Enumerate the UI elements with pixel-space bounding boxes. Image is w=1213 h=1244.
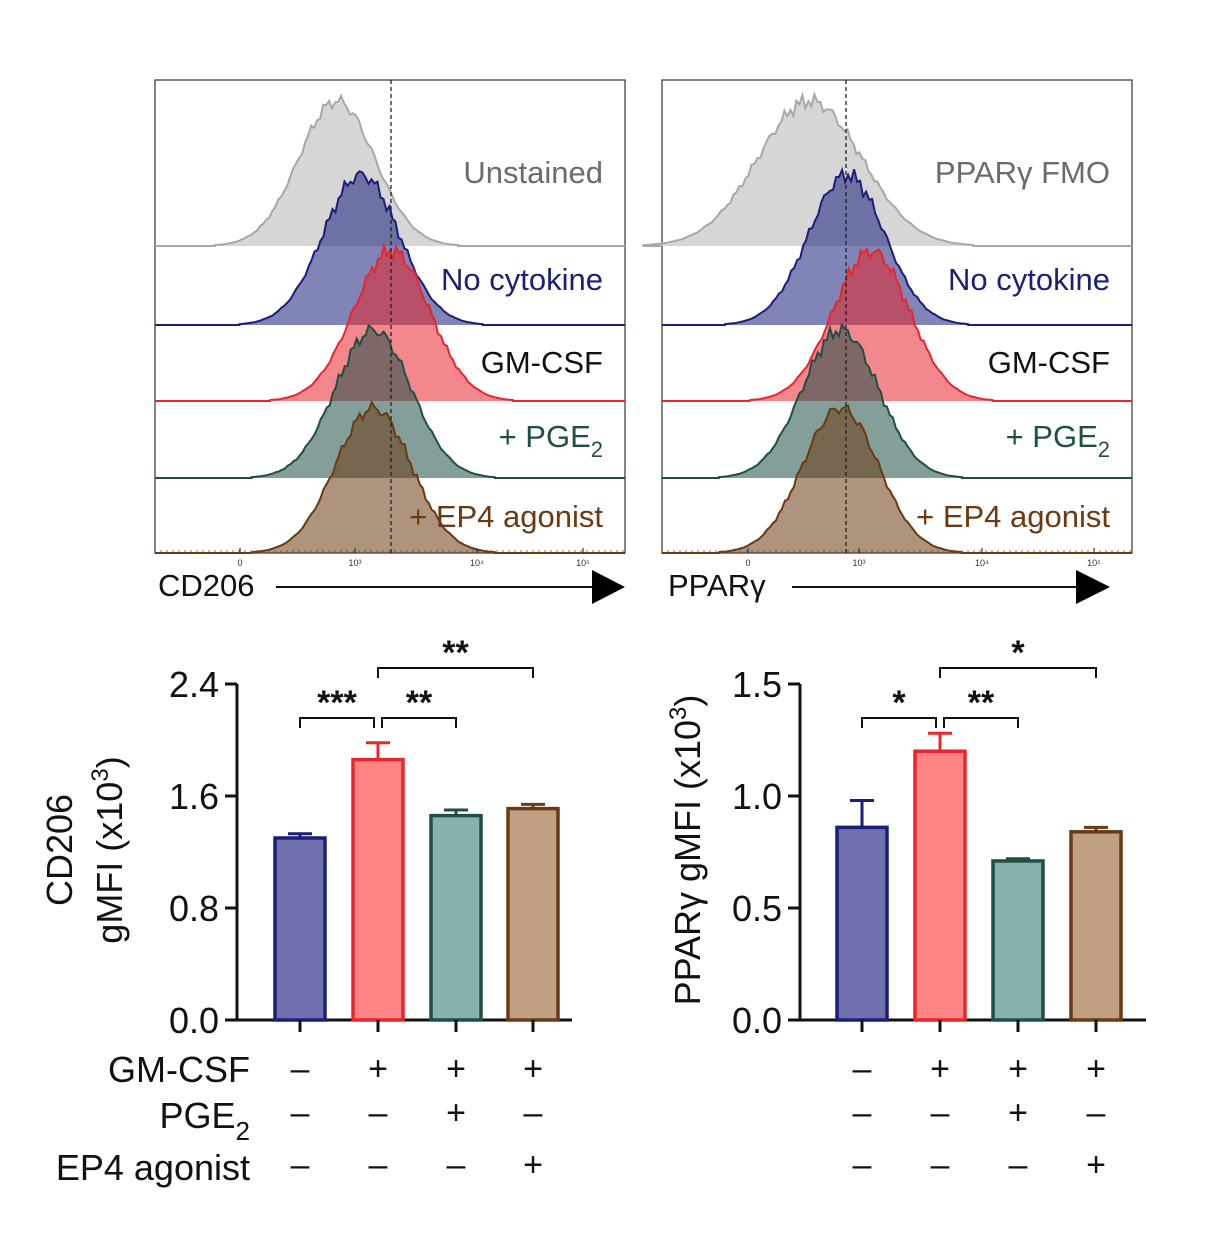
cd206-sig-bracket-2 [377, 667, 534, 678]
ppar-bar-chart: 0.00.51.01.5 * *** [732, 634, 1146, 1041]
cd206-histogram-label-3: + PGE2 [499, 419, 603, 462]
ppar-histogram-series-2 [662, 247, 1132, 402]
condition-right-ep4-0: – [853, 1146, 872, 1184]
ppar-axis-arrowhead [1076, 570, 1110, 604]
ppar-histogram-label-1: No cytokine [948, 262, 1110, 297]
cd206-bar-chart: 0.00.81.62.4 *** **** [169, 634, 572, 1041]
cd206-tick-label-2: 10⁴ [470, 558, 484, 568]
ppar-histogram-label-2: GM-CSF [988, 345, 1110, 380]
cd206-ylabel-line1: CD206 [39, 794, 80, 906]
cd206-ylabel-line2: gMFI (x103) [87, 756, 130, 943]
cd206-bar-3 [506, 806, 560, 1022]
cd206-sig-label-1: ** [406, 684, 433, 722]
cd206-axis-label: CD206 [158, 568, 255, 603]
condition-right-pge2-3: – [1087, 1094, 1106, 1132]
cd206-histogram-label-1: No cytokine [441, 262, 603, 297]
row-label-ep4: EP4 agonist [56, 1147, 250, 1188]
cd206-sig-label-0: *** [317, 684, 357, 722]
ppar-ytick-label-3: 1.5 [732, 664, 782, 705]
condition-left-pge2-0: – [291, 1094, 310, 1132]
ppar-ytick-label-0: 0.0 [732, 1000, 782, 1041]
ppar-bar-0 [835, 825, 889, 1022]
cd206-sig-label-2: ** [442, 634, 469, 672]
ppar-bar-1 [913, 749, 967, 1022]
cd206-histogram-label-0: Unstained [463, 155, 603, 190]
condition-right-ep4-2: – [1009, 1146, 1028, 1184]
condition-left-gmcsf-0: – [291, 1050, 310, 1088]
cd206-histogram-series-4 [155, 399, 625, 554]
ppar-histogram-label-0: PPARγ FMO [935, 155, 1110, 190]
cd206-tick-label-1: 10³ [348, 558, 361, 568]
ppar-sig-label-0: * [892, 684, 906, 722]
cd206-histogram-series-1 [155, 170, 625, 326]
ppar-ylabel: PPARγ gMFI (x103) [665, 695, 708, 1006]
ppar-ytick-label-2: 1.0 [732, 776, 782, 817]
condition-signs: – + + + – – + – – – – + – + + + – – + – – – – + [291, 1050, 1106, 1184]
condition-right-gmcsf-1: + [930, 1050, 950, 1088]
ppar-histogram-panel: PPARγ FMO No cytokine GM-CSF + PGE2 + EP4 ag… [642, 79, 1133, 604]
condition-left-gmcsf-3: + [523, 1050, 543, 1088]
condition-left-pge2-3: – [524, 1094, 543, 1132]
cd206-tick-label-0: 0 [237, 558, 242, 568]
condition-right-pge2-2: + [1008, 1094, 1028, 1132]
cd206-histogram-label-4: + EP4 agonist [409, 499, 603, 534]
ppar-sig-bracket-2 [939, 667, 1097, 678]
ppar-bar-2 [991, 859, 1045, 1022]
condition-right-pge2-0: – [853, 1094, 872, 1132]
condition-left-pge2-1: – [369, 1094, 388, 1132]
ppar-histogram-series-0 [642, 91, 1132, 247]
ppar-histogram-label-4: + EP4 agonist [916, 499, 1110, 534]
condition-row-labels: GM-CSF PGE2 EP4 agonist [56, 1049, 250, 1188]
cd206-histogram-label-2: GM-CSF [481, 345, 603, 380]
ppar-tick-label-3: 10⁵ [1087, 558, 1101, 568]
condition-right-gmcsf-2: + [1008, 1050, 1028, 1088]
condition-right-ep4-1: – [931, 1146, 950, 1184]
ppar-histogram-series-3 [662, 322, 1132, 479]
condition-right-pge2-1: – [931, 1094, 950, 1132]
ppar-histogram-label-3: + PGE2 [1006, 419, 1110, 462]
cd206-bar-2 [429, 813, 483, 1022]
cd206-histogram-panel: Unstained No cytokine GM-CSF + PGE2 + EP4 ag… [154, 79, 626, 604]
ppar-tick-label-2: 10⁴ [975, 558, 989, 568]
ppar-histogram-series-4 [662, 404, 1132, 554]
ppar-bar-3 [1069, 830, 1123, 1022]
row-label-pge2: PGE2 [160, 1095, 251, 1146]
condition-right-ep4-3: + [1086, 1146, 1106, 1184]
cd206-histogram-series-2 [155, 241, 625, 402]
condition-left-ep4-2: – [447, 1146, 466, 1184]
ppar-sig-bracket-1 [943, 717, 1019, 728]
cd206-bar-1 [351, 757, 405, 1022]
ppar-sig-label-1: ** [968, 684, 995, 722]
ppar-tick-label-0: 0 [745, 558, 750, 568]
cd206-ytick-label-1: 0.8 [169, 888, 219, 929]
cd206-bar-0 [273, 836, 327, 1022]
condition-left-gmcsf-1: + [368, 1050, 388, 1088]
condition-right-gmcsf-0: – [853, 1050, 872, 1088]
cd206-sig-bracket-1 [381, 717, 457, 728]
cd206-ytick-label-0: 0.0 [169, 1000, 219, 1041]
cd206-tick-label-3: 10⁵ [576, 558, 590, 568]
row-label-gmcsf: GM-CSF [108, 1049, 250, 1090]
cd206-ytick-label-2: 1.6 [169, 776, 219, 817]
condition-left-ep4-0: – [291, 1146, 310, 1184]
cd206-axis-arrowhead [592, 570, 625, 604]
ppar-tick-label-1: 10³ [852, 558, 865, 568]
condition-left-ep4-3: + [523, 1146, 543, 1184]
cd206-histogram-series-3 [155, 323, 625, 479]
condition-left-ep4-1: – [369, 1146, 388, 1184]
ppar-ytick-label-1: 0.5 [732, 888, 782, 929]
ppar-sig-bracket-0 [861, 717, 937, 728]
ppar-sig-label-2: * [1011, 634, 1025, 672]
ppar-axis-label: PPARγ [668, 568, 766, 603]
cd206-sig-bracket-0 [299, 717, 375, 728]
cd206-ytick-label-3: 2.4 [169, 664, 219, 705]
condition-right-gmcsf-3: + [1086, 1050, 1106, 1088]
condition-left-gmcsf-2: + [446, 1050, 466, 1088]
condition-left-pge2-2: + [446, 1094, 466, 1132]
